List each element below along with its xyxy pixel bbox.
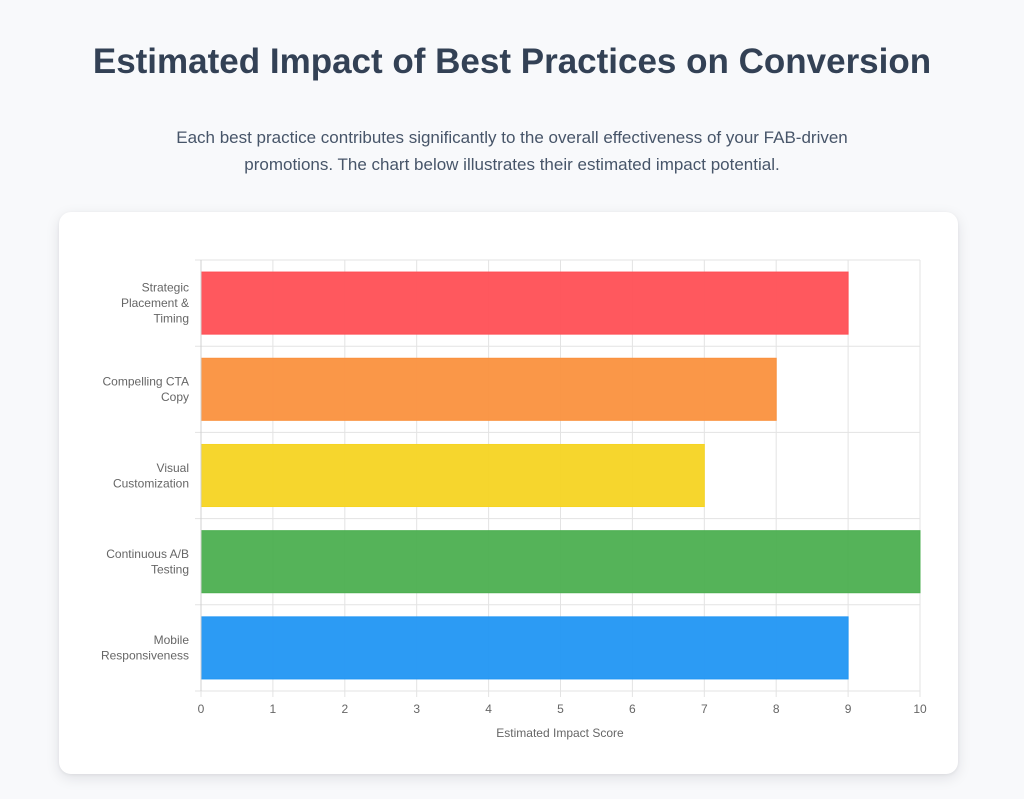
x-axis-title: Estimated Impact Score bbox=[496, 726, 624, 740]
x-tick-label: 6 bbox=[629, 702, 636, 716]
x-tick-label: 5 bbox=[557, 702, 564, 716]
bar[interactable] bbox=[200, 530, 921, 594]
bar[interactable] bbox=[200, 443, 705, 508]
y-category-label: Strategic Placement & Timing bbox=[121, 281, 189, 326]
impact-bar-chart: 0 1 2 3 4 5 6 7 8 9 10 Strategic Placement & Timing Co… bbox=[101, 259, 927, 740]
page-title: Estimated Impact of Best Practices on Co… bbox=[92, 42, 932, 81]
bar[interactable] bbox=[200, 271, 849, 335]
y-category-label-line: Compelling CTA bbox=[103, 375, 189, 389]
x-tick-label: 10 bbox=[913, 702, 927, 716]
x-tick-label: 3 bbox=[413, 702, 420, 716]
x-tick-label: 9 bbox=[845, 702, 852, 716]
x-tick-label: 7 bbox=[701, 702, 708, 716]
intro-paragraph: Each best practice contributes significa… bbox=[176, 128, 848, 174]
y-category-label: Compelling CTA Copy bbox=[103, 375, 189, 405]
y-category-label-line: Continuous A/B bbox=[106, 547, 189, 561]
y-category-label-line: Mobile bbox=[154, 633, 190, 647]
x-tick-label: 1 bbox=[270, 702, 277, 716]
y-category-label: Continuous A/B Testing bbox=[106, 547, 189, 577]
x-tick-label: 8 bbox=[773, 702, 780, 716]
y-category-label: Mobile Responsiveness bbox=[101, 633, 189, 663]
y-category-label-line: Timing bbox=[153, 312, 189, 326]
bar[interactable] bbox=[200, 616, 849, 680]
y-category-label-line: Testing bbox=[151, 562, 189, 576]
labels: 0 1 2 3 4 5 6 7 8 9 10 Strategic Placement & Timing Co… bbox=[101, 281, 927, 716]
y-category-label-line: Placement & bbox=[121, 296, 189, 310]
x-tick-label: 2 bbox=[341, 702, 348, 716]
bar[interactable] bbox=[200, 357, 777, 421]
chart-card: 0 1 2 3 4 5 6 7 8 9 10 Strategic Placement & Timing Co… bbox=[59, 212, 958, 774]
y-category-label-line: Responsiveness bbox=[101, 649, 189, 663]
bars bbox=[200, 271, 921, 680]
y-category-label-line: Customization bbox=[113, 476, 189, 490]
y-category-label: Visual Customization bbox=[113, 461, 189, 491]
x-tick-label: 4 bbox=[485, 702, 492, 716]
y-category-label-line: Strategic bbox=[142, 281, 189, 295]
y-category-label-line: Copy bbox=[161, 390, 189, 404]
x-tick-label: 0 bbox=[198, 702, 205, 716]
y-category-label-line: Visual bbox=[157, 461, 189, 475]
